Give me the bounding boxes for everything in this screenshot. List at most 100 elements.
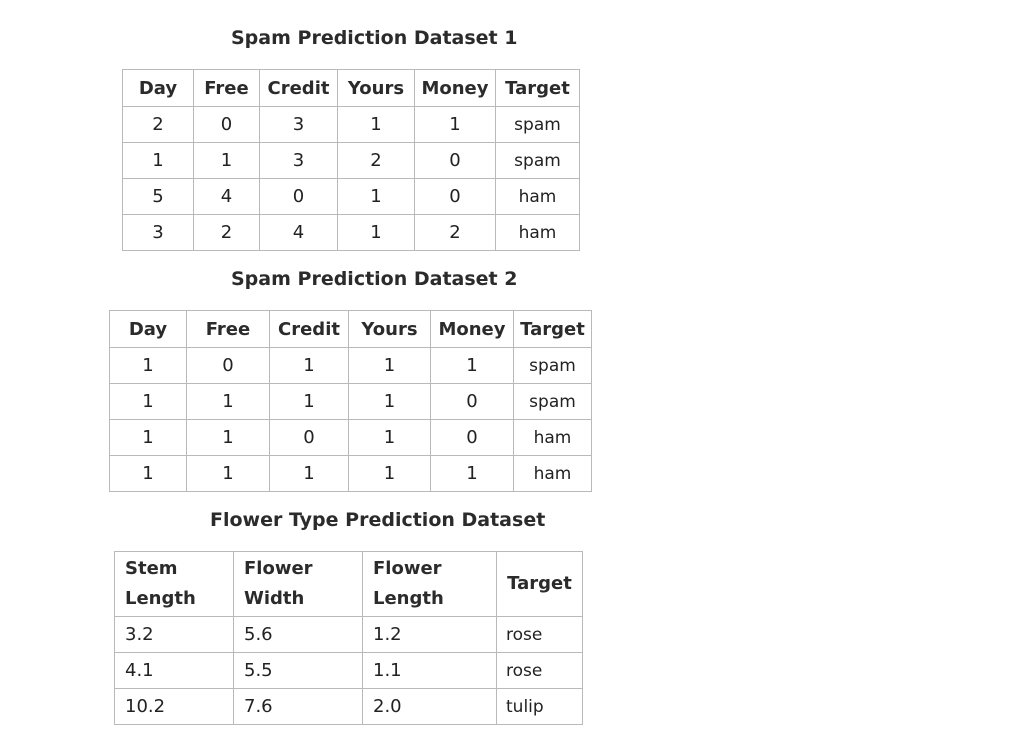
column-header-text: Target bbox=[507, 573, 572, 594]
table-cell: 0 bbox=[414, 142, 496, 179]
column-header-text: Stem bbox=[125, 558, 178, 579]
table-cell: 0 bbox=[259, 178, 338, 215]
table-cell: 0 bbox=[414, 178, 496, 215]
column-header: Flower Width bbox=[233, 551, 363, 617]
column-header-text: Flower bbox=[244, 558, 313, 579]
column-header: Target bbox=[495, 69, 580, 107]
table-cell: 0 bbox=[186, 347, 270, 384]
table-cell: 1 bbox=[348, 455, 431, 492]
dataset1-title: Spam Prediction Dataset 1 bbox=[231, 27, 518, 49]
dataset3-title: Flower Type Prediction Dataset bbox=[210, 509, 546, 531]
table-cell: 3 bbox=[259, 142, 338, 179]
table-cell: ham bbox=[513, 455, 592, 492]
table-cell: 1 bbox=[348, 347, 431, 384]
table-cell: spam bbox=[513, 383, 592, 420]
table-cell: 1 bbox=[193, 142, 260, 179]
table-cell: 1 bbox=[269, 347, 349, 384]
table-cell: 3.2 bbox=[114, 616, 234, 653]
column-header: Credit bbox=[269, 310, 349, 348]
table-cell: 10.2 bbox=[114, 688, 234, 725]
table-cell: 1 bbox=[337, 214, 415, 251]
column-header: Day bbox=[109, 310, 187, 348]
table-cell: ham bbox=[495, 214, 580, 251]
column-header: Free bbox=[193, 69, 260, 107]
table-cell: 5 bbox=[122, 178, 194, 215]
table-cell: 0 bbox=[430, 419, 514, 456]
column-header: Flower Length bbox=[362, 551, 497, 617]
table-cell: 1 bbox=[337, 178, 415, 215]
table-cell: 7.6 bbox=[233, 688, 363, 725]
column-header-text: Flower bbox=[373, 558, 442, 579]
column-header: Money bbox=[430, 310, 514, 348]
table-row: 3 2 4 1 2 ham bbox=[122, 214, 580, 251]
table-cell: 0 bbox=[193, 106, 260, 143]
table-row: 1 1 0 1 0 ham bbox=[109, 419, 592, 456]
table-cell: rose bbox=[496, 652, 583, 689]
table-cell: 1 bbox=[337, 106, 415, 143]
column-header-text: Length bbox=[373, 588, 444, 609]
table-cell: 0 bbox=[430, 383, 514, 420]
table-cell: 1 bbox=[269, 455, 349, 492]
table-cell: rose bbox=[496, 616, 583, 653]
table-row: 3.2 5.6 1.2 rose bbox=[114, 616, 583, 653]
table-cell: 1 bbox=[414, 106, 496, 143]
table-cell: ham bbox=[495, 178, 580, 215]
table-cell: 1.1 bbox=[362, 652, 497, 689]
header-row: Day Free Credit Yours Money Target bbox=[109, 310, 592, 348]
dataset1-table: Day Free Credit Yours Money Target 2 0 3 1 1 spam 1 1… bbox=[122, 69, 580, 251]
table-cell: 1 bbox=[186, 383, 270, 420]
table-cell: 1 bbox=[186, 419, 270, 456]
table-row: 4.1 5.5 1.1 rose bbox=[114, 652, 583, 689]
table-cell: 4 bbox=[259, 214, 338, 251]
table-cell: 1 bbox=[109, 455, 187, 492]
table-row: 1 0 1 1 1 spam bbox=[109, 347, 592, 384]
table-cell: spam bbox=[495, 142, 580, 179]
column-header-text: Length bbox=[125, 588, 196, 609]
dataset2-title: Spam Prediction Dataset 2 bbox=[231, 268, 518, 290]
table-row: 2 0 3 1 1 spam bbox=[122, 106, 580, 143]
table-cell: 1 bbox=[430, 455, 514, 492]
table-cell: 5.6 bbox=[233, 616, 363, 653]
table-row: 10.2 7.6 2.0 tulip bbox=[114, 688, 583, 725]
table-cell: 1 bbox=[430, 347, 514, 384]
column-header: Free bbox=[186, 310, 270, 348]
table-cell: tulip bbox=[496, 688, 583, 725]
table-row: 1 1 1 1 0 spam bbox=[109, 383, 592, 420]
header-row: Stem Length Flower Width Flower Length Target bbox=[114, 551, 583, 617]
table-cell: 3 bbox=[259, 106, 338, 143]
column-header: Yours bbox=[348, 310, 431, 348]
table-cell: 1 bbox=[269, 383, 349, 420]
column-header-text: Width bbox=[244, 588, 305, 609]
column-header: Credit bbox=[259, 69, 338, 107]
column-header: Day bbox=[122, 69, 194, 107]
table-cell: 1 bbox=[109, 383, 187, 420]
table-cell: 1.2 bbox=[362, 616, 497, 653]
table-row: 1 1 3 2 0 spam bbox=[122, 142, 580, 179]
column-header: Target bbox=[496, 551, 583, 617]
column-header: Target bbox=[513, 310, 592, 348]
table-cell: 1 bbox=[109, 419, 187, 456]
table-cell: 1 bbox=[186, 455, 270, 492]
table-cell: 1 bbox=[348, 419, 431, 456]
table-cell: 5.5 bbox=[233, 652, 363, 689]
table-cell: 2 bbox=[193, 214, 260, 251]
table-cell: 3 bbox=[122, 214, 194, 251]
dataset2-table: Day Free Credit Yours Money Target 1 0 1 1 1 spam 1 1… bbox=[109, 310, 592, 492]
header-row: Day Free Credit Yours Money Target bbox=[122, 69, 580, 107]
table-cell: 4 bbox=[193, 178, 260, 215]
dataset3-table: Stem Length Flower Width Flower Length Target 3… bbox=[114, 551, 583, 725]
column-header: Stem Length bbox=[114, 551, 234, 617]
table-cell: spam bbox=[495, 106, 580, 143]
column-header: Yours bbox=[337, 69, 415, 107]
table-row: 1 1 1 1 1 ham bbox=[109, 455, 592, 492]
table-cell: 1 bbox=[348, 383, 431, 420]
table-row: 5 4 0 1 0 ham bbox=[122, 178, 580, 215]
table-cell: 1 bbox=[109, 347, 187, 384]
table-cell: 4.1 bbox=[114, 652, 234, 689]
table-cell: 2 bbox=[337, 142, 415, 179]
column-header: Money bbox=[414, 69, 496, 107]
table-cell: 2.0 bbox=[362, 688, 497, 725]
table-cell: 2 bbox=[414, 214, 496, 251]
table-cell: 1 bbox=[122, 142, 194, 179]
table-cell: ham bbox=[513, 419, 592, 456]
